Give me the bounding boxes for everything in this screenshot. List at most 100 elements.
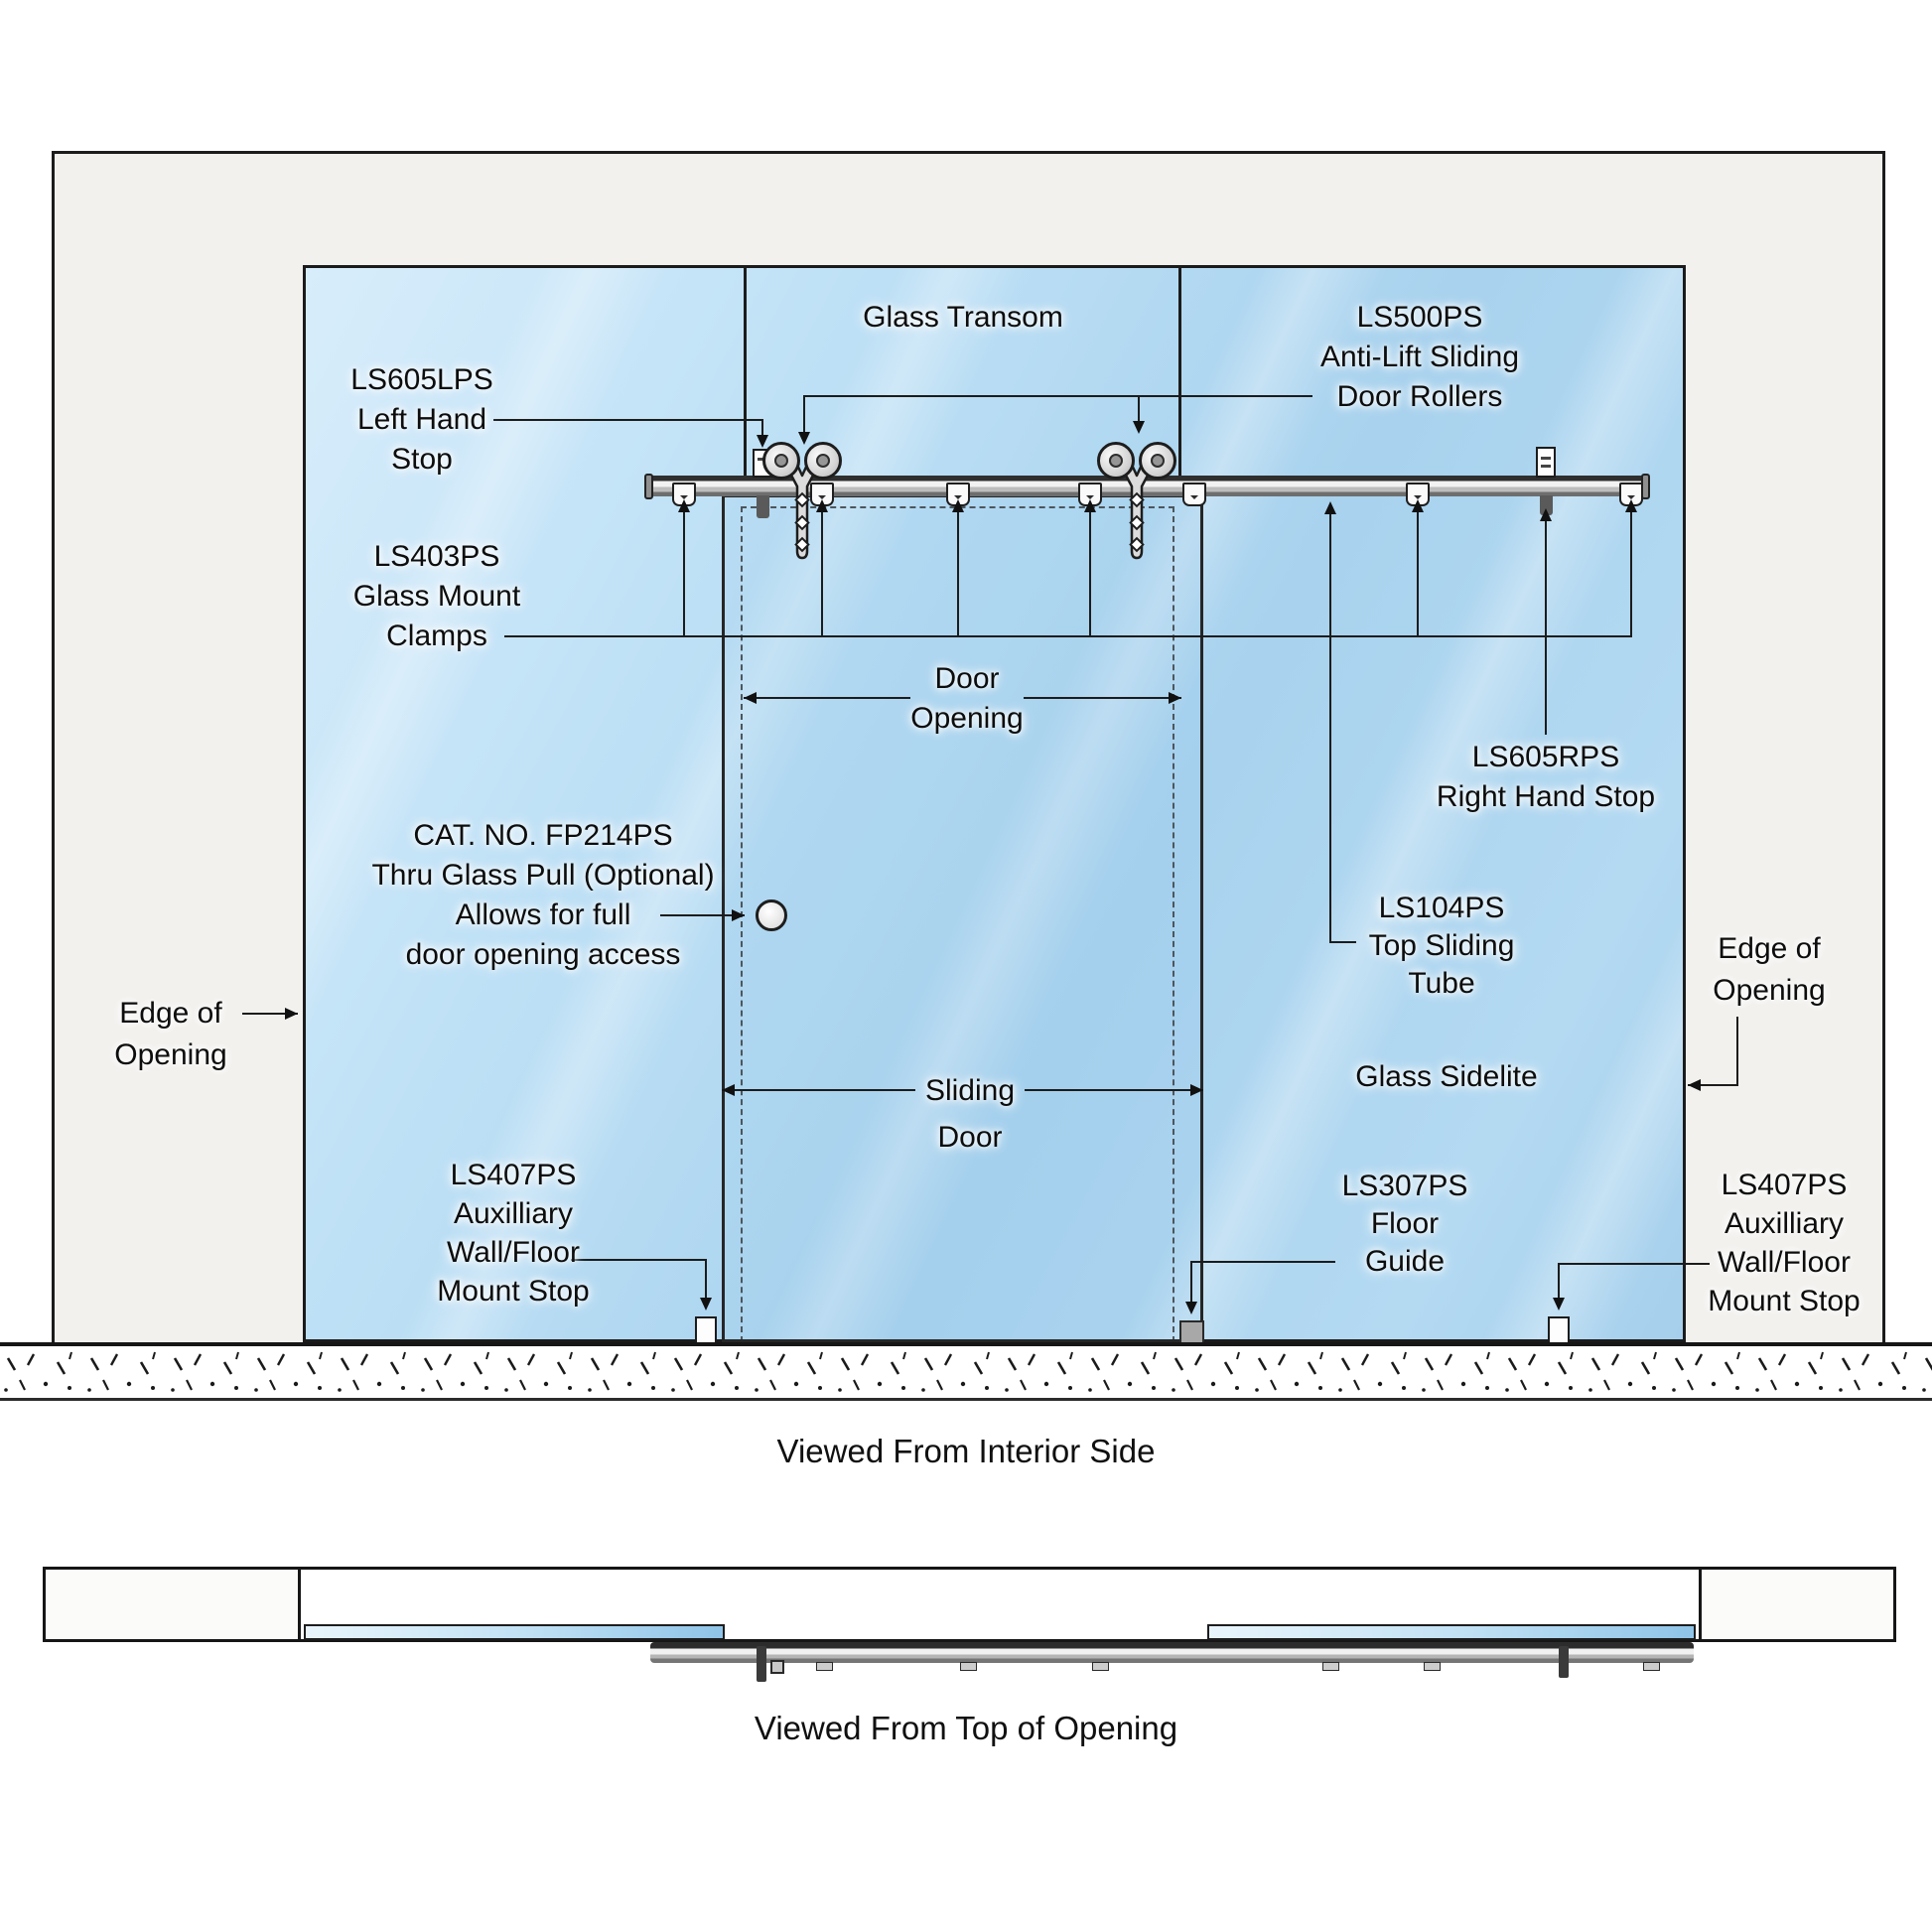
wall-line-left bbox=[52, 151, 55, 1346]
plan-clamp-foot bbox=[1322, 1662, 1339, 1671]
label-thru-glass-pull: CAT. NO. FP214PS Thru Glass Pull (Option… bbox=[371, 816, 714, 975]
arrow-to-right-roller bbox=[1133, 421, 1145, 434]
clamp-riser bbox=[821, 512, 823, 637]
leader-edge-right-h bbox=[1688, 1084, 1738, 1086]
label-line: Left Hand bbox=[356, 403, 487, 436]
label-aux-stop-left: LS407PS Auxilliary Wall/Floor Mount Stop bbox=[437, 1156, 589, 1311]
label-anti-lift-rollers: LS500PS Anti-Lift Sliding Door Rollers bbox=[1320, 298, 1519, 417]
arrow-to-aux-left bbox=[700, 1298, 712, 1311]
roller-bracket-icon bbox=[778, 449, 826, 560]
dim-door-opening-left bbox=[744, 697, 910, 699]
aux-stop-block-left bbox=[695, 1316, 717, 1344]
label-line: Wall/Floor bbox=[1718, 1246, 1851, 1279]
label-line: LS605LPS bbox=[350, 363, 493, 396]
arrow-to-tube bbox=[1324, 501, 1336, 514]
wheel-hub bbox=[816, 454, 830, 468]
dim-sliding-door-right bbox=[1025, 1089, 1203, 1091]
plan-wall-block-left bbox=[43, 1567, 301, 1642]
dim-door-opening-right bbox=[1024, 697, 1181, 699]
wall-line-top bbox=[52, 151, 1885, 154]
label-left-hand-stop: LS605LPS Left Hand Stop bbox=[350, 360, 492, 480]
leader-rollers-drop-left bbox=[803, 395, 805, 433]
plan-caption: Viewed From Top of Opening bbox=[754, 1710, 1178, 1746]
plan-sliding-tube bbox=[650, 1642, 1694, 1663]
label-edge-of-opening-right: Edge of Opening bbox=[1713, 928, 1825, 1012]
label-glass-transom: Glass Transom bbox=[863, 298, 1063, 338]
label-floor-guide: LS307PS Floor Guide bbox=[1342, 1168, 1468, 1281]
label-line: Top Sliding bbox=[1368, 929, 1515, 962]
label-edge-of-opening-left: Edge of Opening bbox=[114, 993, 226, 1076]
floor-hatch-pattern bbox=[0, 1346, 1932, 1398]
leader-floor-guide-h bbox=[1191, 1261, 1335, 1263]
label-line: Opening bbox=[114, 1038, 227, 1071]
label-line: LS403PS bbox=[373, 540, 500, 573]
label-door-opening: Door Opening bbox=[910, 659, 1023, 739]
arrow-door-opening-right bbox=[1169, 692, 1181, 704]
label-line: Edge of bbox=[119, 997, 222, 1030]
roller-wheel-icon bbox=[1097, 442, 1135, 480]
leader-clamps-collector bbox=[504, 635, 1632, 637]
plan-door-hanger bbox=[757, 1646, 766, 1682]
label-line: Opening bbox=[910, 702, 1024, 735]
plan-clamp-foot bbox=[1424, 1662, 1441, 1671]
floor-guide-block bbox=[1179, 1320, 1204, 1344]
label-line: Sliding bbox=[924, 1074, 1016, 1107]
arrow-to-left-stop bbox=[757, 435, 768, 448]
label-line: Opening bbox=[1713, 974, 1826, 1007]
wall-line-right bbox=[1882, 151, 1885, 1346]
label-line: Stop bbox=[391, 443, 453, 476]
arrow-to-clamp bbox=[816, 499, 828, 512]
arrow-door-opening-left bbox=[744, 692, 757, 704]
leader-aux-right-v bbox=[1558, 1263, 1560, 1299]
top-sliding-tube bbox=[647, 476, 1650, 496]
leader-rollers bbox=[804, 395, 1312, 397]
leader-pull bbox=[660, 914, 745, 916]
wheel-hub bbox=[774, 454, 788, 468]
wheel-hub bbox=[1151, 454, 1165, 468]
leader-aux-right-h bbox=[1559, 1263, 1710, 1265]
label-line: Edge of bbox=[1718, 932, 1821, 965]
plan-clamp-foot bbox=[1092, 1662, 1109, 1671]
label-line: Anti-Lift Sliding bbox=[1319, 341, 1520, 373]
arrow-to-clamp bbox=[678, 499, 690, 512]
label-top-sliding-tube: LS104PS Top Sliding Tube bbox=[1369, 890, 1515, 1003]
plan-door-hanger-detail bbox=[770, 1660, 784, 1674]
glass-mount-clamp bbox=[1182, 483, 1206, 506]
arrow-edge-left bbox=[285, 1008, 298, 1020]
stop-detail bbox=[1541, 457, 1551, 460]
label-line: LS407PS bbox=[450, 1159, 577, 1191]
arrow-sliding-door-right bbox=[1190, 1084, 1203, 1096]
label-line: Allows for full bbox=[455, 898, 631, 931]
roller-wheel-icon bbox=[1139, 442, 1176, 480]
clamp-riser bbox=[1417, 512, 1419, 637]
leader-left-stop-drop bbox=[761, 419, 763, 436]
dim-sliding-door-left bbox=[722, 1089, 915, 1091]
tube-endcap-left bbox=[644, 474, 653, 499]
label-line: Auxilliary bbox=[1724, 1207, 1845, 1240]
label-line: Door bbox=[934, 662, 1000, 695]
label-line: Door bbox=[937, 1121, 1003, 1154]
label-line: LS605RPS bbox=[1471, 741, 1620, 773]
elevation-caption: Viewed From Interior Side bbox=[776, 1433, 1156, 1469]
label-line: Clamps bbox=[386, 620, 487, 652]
label-line: Thru Glass Pull (Optional) bbox=[371, 859, 715, 892]
label-line: Door Rollers bbox=[1336, 380, 1503, 413]
clamp-riser bbox=[1630, 512, 1632, 637]
right-hand-stop-bracket bbox=[1536, 447, 1556, 478]
sliding-door-panel bbox=[722, 494, 1203, 1342]
label-line: Floor bbox=[1370, 1207, 1440, 1240]
plan-floor-guide bbox=[1559, 1646, 1569, 1678]
arrow-to-clamp bbox=[1412, 499, 1424, 512]
label-line: Glass Mount bbox=[352, 580, 521, 613]
leader-right-stop bbox=[1545, 520, 1547, 735]
label-glass-sidelite: Glass Sidelite bbox=[1355, 1057, 1537, 1097]
label-line: CAT. NO. FP214PS bbox=[413, 819, 673, 852]
glass-reflection-streaks bbox=[306, 268, 1683, 1339]
leader-tube-elbow bbox=[1329, 941, 1356, 943]
plan-glass-sidelite-left bbox=[304, 1624, 725, 1640]
plan-glass-sidelite-right bbox=[1207, 1624, 1696, 1640]
clamp-riser bbox=[957, 512, 959, 637]
label-line: Glass Sidelite bbox=[1355, 1060, 1538, 1093]
label-line: Right Hand Stop bbox=[1436, 780, 1656, 813]
